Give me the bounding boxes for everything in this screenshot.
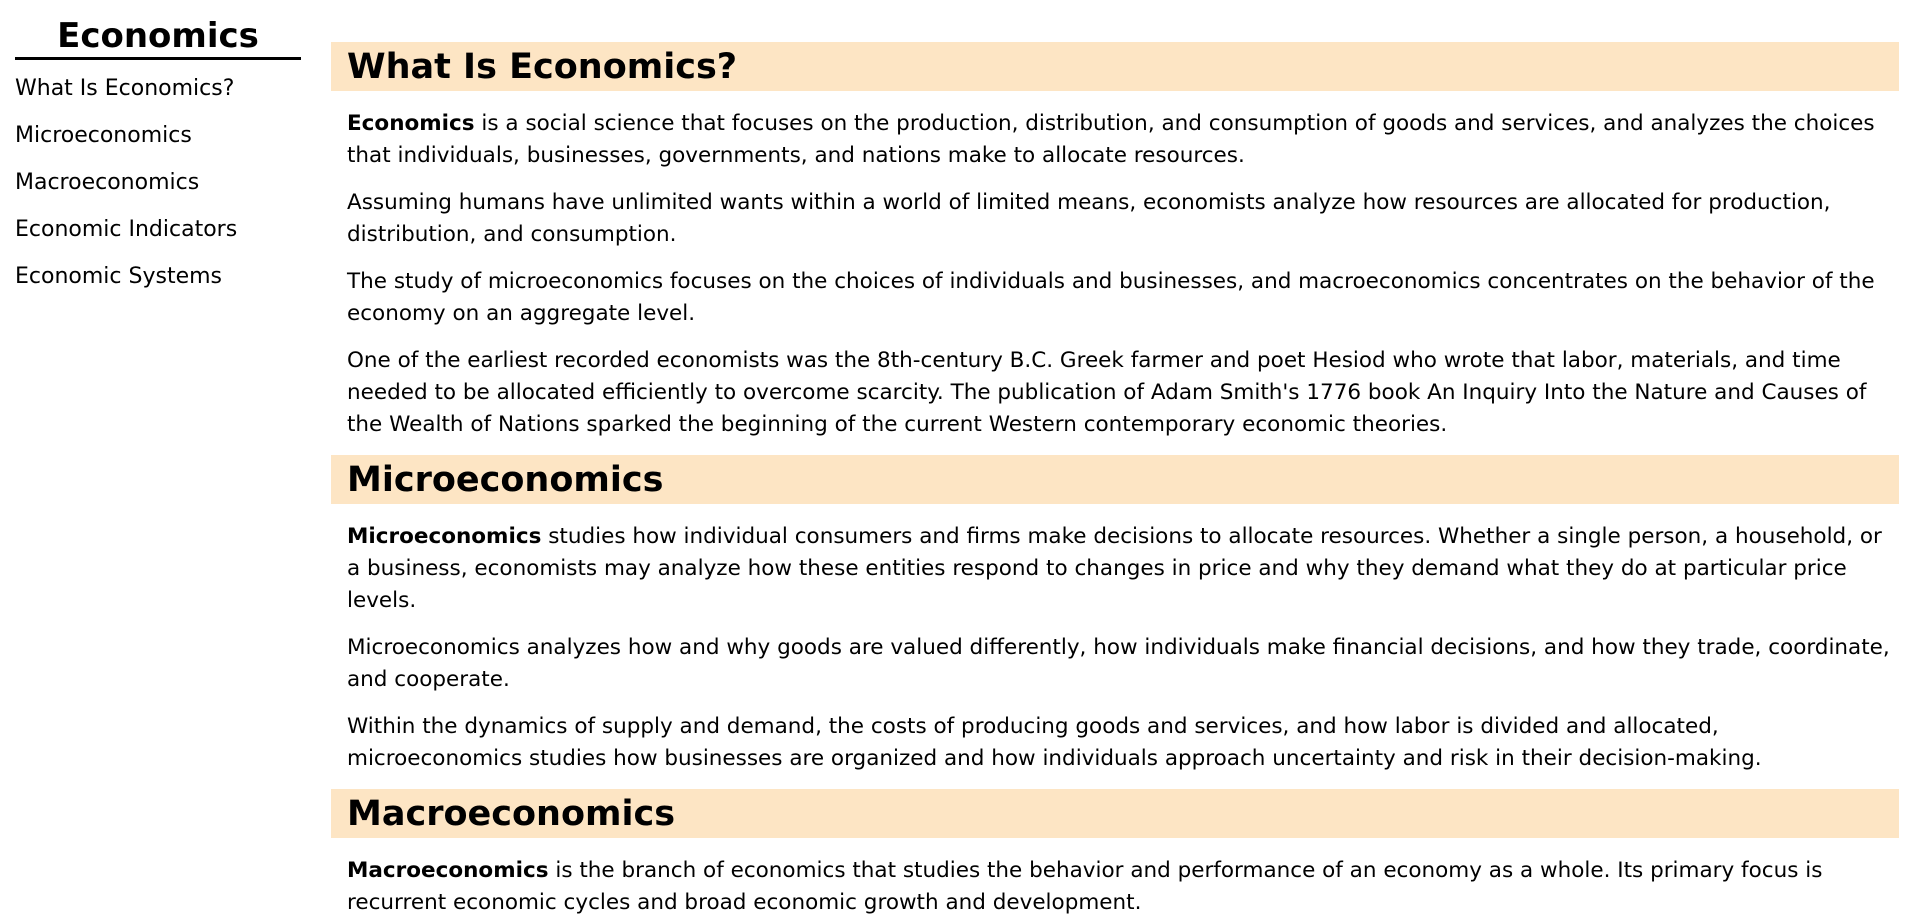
paragraph-text: Within the dynamics of supply and demand… <box>347 714 1762 771</box>
paragraph-bold-term: Macroeconomics <box>347 858 549 883</box>
sidebar-link-microeconomics[interactable]: Microeconomics <box>15 123 192 148</box>
paragraph-text: One of the earliest recorded economists … <box>347 348 1867 437</box>
sidebar-item-economic-indicators[interactable]: Economic Indicators <box>15 213 301 260</box>
paragraph: Economics is a social science that focus… <box>331 108 1899 172</box>
main-content: What Is Economics? Economics is a social… <box>331 42 1899 919</box>
section-what-is-economics: What Is Economics? Economics is a social… <box>331 42 1899 441</box>
section-heading: Microeconomics <box>331 455 1899 504</box>
sidebar-link-economic-systems[interactable]: Economic Systems <box>15 264 222 289</box>
paragraph: Microeconomics analyzes how and why good… <box>331 632 1899 696</box>
sidebar-item-economic-systems[interactable]: Economic Systems <box>15 260 301 307</box>
sidebar-item-macroeconomics[interactable]: Macroeconomics <box>15 166 301 213</box>
paragraph-bold-term: Microeconomics <box>347 524 542 549</box>
paragraph: Microeconomics studies how individual co… <box>331 521 1899 617</box>
paragraph-text: is a social science that focuses on the … <box>347 111 1875 168</box>
paragraph: One of the earliest recorded economists … <box>331 345 1899 441</box>
paragraph: Within the dynamics of supply and demand… <box>331 711 1899 775</box>
paragraph-text: Microeconomics analyzes how and why good… <box>347 635 1890 692</box>
paragraph: Assuming humans have unlimited wants wit… <box>331 187 1899 251</box>
section-microeconomics: Microeconomics Microeconomics studies ho… <box>331 455 1899 775</box>
sidebar-link-what-is-economics[interactable]: What Is Economics? <box>15 76 235 101</box>
sidebar-link-macroeconomics[interactable]: Macroeconomics <box>15 170 200 195</box>
paragraph: Macroeconomics is the branch of economic… <box>331 855 1899 919</box>
paragraph-text: Assuming humans have unlimited wants wit… <box>347 190 1831 247</box>
section-heading: Macroeconomics <box>331 789 1899 838</box>
paragraph: The study of microeconomics focuses on t… <box>331 266 1899 330</box>
paragraph-bold-term: Economics <box>347 111 475 136</box>
sidebar-item-what-is-economics[interactable]: What Is Economics? <box>15 72 301 119</box>
sidebar: Economics What Is Economics? Microeconom… <box>15 0 301 307</box>
sidebar-item-microeconomics[interactable]: Microeconomics <box>15 119 301 166</box>
sidebar-link-economic-indicators[interactable]: Economic Indicators <box>15 217 238 242</box>
paragraph-text: studies how individual consumers and fir… <box>347 524 1882 613</box>
section-macroeconomics: Macroeconomics Macroeconomics is the bra… <box>331 789 1899 919</box>
section-heading: What Is Economics? <box>331 42 1899 91</box>
sidebar-title: Economics <box>15 0 301 60</box>
paragraph-text: The study of microeconomics focuses on t… <box>347 269 1875 326</box>
sidebar-nav: What Is Economics? Microeconomics Macroe… <box>15 72 301 307</box>
paragraph-text: is the branch of economics that studies … <box>347 858 1823 915</box>
